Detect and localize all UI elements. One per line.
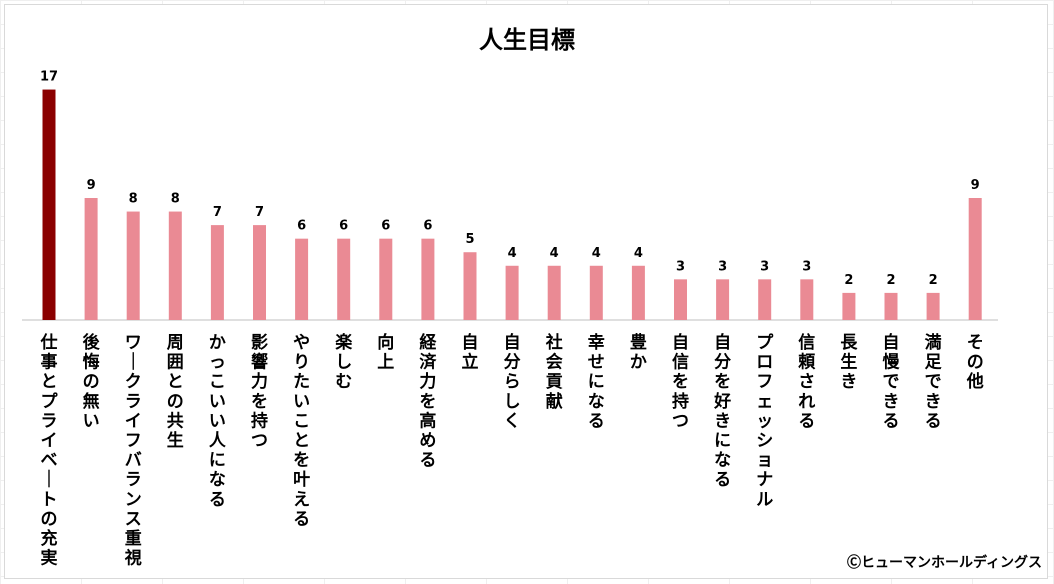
data-label: 3 [718,259,727,274]
bar[interactable] [800,279,814,320]
bar[interactable] [253,225,266,320]
data-label: 2 [929,273,938,288]
category-label: 影響力を持つ [251,333,268,451]
bar[interactable] [842,292,856,320]
category-label: 幸せになる [588,332,605,431]
category-label: 向上 [377,332,394,373]
data-label: 2 [886,273,895,288]
category-label: 楽しむ [335,332,353,392]
bar[interactable] [379,238,393,320]
data-label: 7 [255,205,264,220]
data-label: 8 [129,192,138,207]
data-label: 4 [592,246,601,261]
category-label: 自分を好きになる [713,332,731,490]
data-label: 3 [676,259,685,274]
bar[interactable] [716,279,730,320]
data-label: 2 [844,273,853,288]
data-label: 5 [465,232,474,247]
category-label: プロフェッショナル [756,332,774,510]
category-label: やりたいことを叶える [293,333,310,529]
bar[interactable] [337,238,351,320]
copyright-text: Ⓒヒューマンホールディングス [846,555,1042,571]
data-label: 9 [971,178,980,193]
data-label: 17 [40,70,58,85]
category-label: 社会貢献 [545,332,563,412]
category-label: 仕事とプライベ｜トの充実 [40,332,59,569]
data-label: 4 [508,246,517,261]
bar[interactable] [926,292,940,320]
category-label: ワ｜クライフバランス重視 [124,333,142,569]
category-label: 自慢できる [883,332,901,431]
data-label: 6 [339,219,348,234]
data-label: 9 [87,178,96,193]
bar[interactable] [421,238,435,320]
data-label: 6 [297,219,306,234]
category-label: 信頼される [798,332,816,431]
data-label: 6 [381,219,390,234]
category-label: 満足できる [925,332,942,431]
bar[interactable] [42,89,56,320]
category-label: 周囲との共生 [167,333,184,451]
data-label: 7 [213,205,222,220]
category-label: かっこいい人になる [209,333,227,510]
bar[interactable] [126,211,140,320]
category-label: 自分らしく [504,332,521,431]
bar[interactable] [505,265,519,320]
bar[interactable] [968,198,982,320]
category-label: 豊か [630,332,647,373]
bar[interactable] [631,265,645,320]
bar[interactable] [84,198,98,320]
category-label: 経済力を高める [419,332,437,471]
data-label: 3 [760,259,769,274]
data-label: 4 [550,246,559,261]
bar[interactable] [463,252,477,320]
data-label: 4 [634,246,643,261]
bar[interactable] [674,279,687,320]
bar[interactable] [589,265,603,320]
category-label: 自信を持つ [672,332,689,431]
chart-title: 人生目標 [479,26,575,54]
category-label: 後悔の無い [83,332,101,431]
bar[interactable] [758,279,772,320]
data-label: 3 [802,259,811,274]
category-label: その他 [966,333,984,392]
bar[interactable] [884,292,898,320]
bar[interactable] [168,211,182,320]
data-label: 6 [423,219,432,234]
category-label: 自立 [462,332,479,373]
bar[interactable] [295,238,309,320]
category-label: 長生き [840,333,858,392]
bar[interactable] [547,265,561,320]
bar[interactable] [210,225,224,320]
data-label: 8 [171,192,180,207]
